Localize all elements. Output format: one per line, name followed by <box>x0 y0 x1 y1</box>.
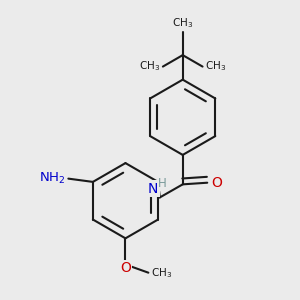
Text: CH$_3$: CH$_3$ <box>139 60 160 74</box>
Text: CH$_3$: CH$_3$ <box>172 16 193 30</box>
Text: H: H <box>158 177 167 190</box>
Text: N: N <box>148 182 158 196</box>
Text: O: O <box>120 261 131 275</box>
Text: CH$_3$: CH$_3$ <box>205 60 226 74</box>
Text: O: O <box>211 176 222 190</box>
Text: NH$_2$: NH$_2$ <box>39 171 66 186</box>
Text: CH$_3$: CH$_3$ <box>151 266 172 280</box>
